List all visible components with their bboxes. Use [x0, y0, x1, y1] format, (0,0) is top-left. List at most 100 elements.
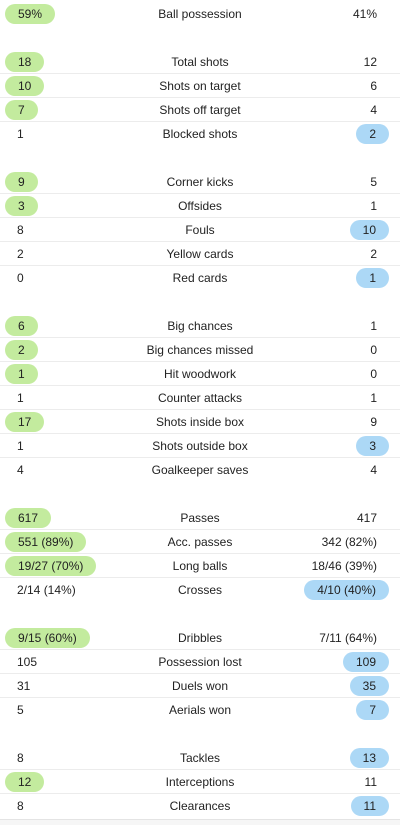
home-value-highlighted: 9 [5, 172, 38, 192]
stat-row: Goalkeeper saves 4 4 [0, 458, 400, 482]
stat-row: Shots on target 10 6 [0, 74, 400, 98]
stat-row: Ball possession 59% 41% [0, 2, 400, 26]
away-value-highlighted: 35 [349, 676, 389, 696]
away-value: 7/11 (64%) [319, 631, 377, 645]
home-value: 1 [17, 439, 24, 453]
away-value: 342 (82%) [321, 535, 377, 549]
stat-row: Shots off target 7 4 [0, 98, 400, 122]
stat-row: Big chances 6 1 [0, 314, 400, 338]
stat-label: Big chances missed [146, 343, 254, 357]
home-value-highlighted: 617 [5, 508, 52, 528]
away-value: 4 [370, 103, 377, 117]
stat-label: Clearances [169, 799, 231, 813]
stat-label: Yellow cards [166, 247, 234, 261]
away-value-highlighted: 10 [349, 220, 389, 240]
home-value: 31 [17, 679, 31, 693]
stat-label: Big chances [167, 319, 233, 333]
stat-row: Duels won 31 35 [0, 674, 400, 698]
stat-label: Acc. passes [167, 535, 233, 549]
away-value: 0 [370, 343, 377, 357]
stat-row: Total shots 18 12 [0, 50, 400, 74]
stat-group: Ball possession 59% 41% [0, 2, 400, 26]
stat-label: Shots on target [159, 79, 241, 93]
away-value: 5 [370, 175, 377, 189]
home-value-highlighted: 9/15 (60%) [5, 628, 90, 648]
group-spacer [0, 26, 400, 50]
home-value: 8 [17, 799, 24, 813]
stat-label: Counter attacks [157, 391, 243, 405]
stat-row: Counter attacks 1 1 [0, 386, 400, 410]
home-value-highlighted: 551 (89%) [5, 532, 87, 552]
stat-row: Yellow cards 2 2 [0, 242, 400, 266]
home-value: 8 [17, 751, 24, 765]
home-value: 2 [17, 247, 24, 261]
away-value: 417 [356, 511, 377, 525]
stat-label: Shots outside box [152, 439, 248, 453]
stat-row: Dribbles 9/15 (60%) 7/11 (64%) [0, 626, 400, 650]
away-value-highlighted: 13 [349, 748, 389, 768]
stat-label: Shots off target [159, 103, 241, 117]
away-value: 0 [370, 367, 377, 381]
stat-label: Ball possession [158, 7, 242, 21]
home-value-highlighted: 1 [5, 364, 38, 384]
stat-row: Shots inside box 17 9 [0, 410, 400, 434]
away-value: 12 [363, 55, 377, 69]
home-value-highlighted: 6 [5, 316, 38, 336]
home-value: 105 [17, 655, 38, 669]
stat-label: Fouls [185, 223, 215, 237]
away-value-highlighted: 11 [350, 796, 389, 816]
stat-row: Tackles 8 13 [0, 746, 400, 770]
bottom-divider [0, 819, 400, 825]
home-value: 1 [17, 127, 24, 141]
stat-label: Red cards [172, 271, 228, 285]
stat-label: Tackles [179, 751, 220, 765]
home-value-highlighted: 2 [5, 340, 38, 360]
home-value-highlighted: 3 [5, 196, 38, 216]
stat-label: Offsides [178, 199, 222, 213]
home-value: 5 [17, 703, 24, 717]
stat-label: Shots inside box [155, 415, 245, 429]
away-value-highlighted: 2 [356, 124, 389, 144]
stat-label: Passes [180, 511, 220, 525]
stat-row: Long balls 19/27 (70%) 18/46 (39%) [0, 554, 400, 578]
away-value-highlighted: 3 [356, 436, 389, 456]
home-value-highlighted: 19/27 (70%) [5, 556, 97, 576]
away-value: 9 [370, 415, 377, 429]
away-value: 18/46 (39%) [311, 559, 377, 573]
away-value: 2 [370, 247, 377, 261]
home-value-highlighted: 18 [5, 52, 45, 72]
stat-row: Passes 617 417 [0, 506, 400, 530]
stat-row: Aerials won 5 7 [0, 698, 400, 722]
home-value-highlighted: 10 [5, 76, 45, 96]
home-value: 1 [17, 391, 24, 405]
stat-group: Corner kicks 9 5 Offsides 3 1 Fouls 8 10 Yellow c… [0, 170, 400, 290]
away-value-highlighted: 109 [342, 652, 389, 672]
away-value: 1 [370, 319, 377, 333]
stat-label: Aerials won [168, 703, 232, 717]
stat-row: Crosses 2/14 (14%) 4/10 (40%) [0, 578, 400, 602]
stat-label: Total shots [171, 55, 229, 69]
stat-row: Big chances missed 2 0 [0, 338, 400, 362]
group-spacer [0, 146, 400, 170]
stat-row: Interceptions 12 11 [0, 770, 400, 794]
stat-label: Hit woodwork [163, 367, 237, 381]
stat-group: Big chances 6 1 Big chances missed 2 0 Hit woo… [0, 314, 400, 482]
away-value: 4 [370, 463, 377, 477]
stat-row: Fouls 8 10 [0, 218, 400, 242]
stat-group: Total shots 18 12 Shots on target 10 6 Shots o… [0, 50, 400, 146]
group-spacer [0, 602, 400, 626]
stat-row: Acc. passes 551 (89%) 342 (82%) [0, 530, 400, 554]
home-value-highlighted: 7 [5, 100, 38, 120]
stat-row: Possession lost 105 109 [0, 650, 400, 674]
away-value: 11 [364, 775, 377, 789]
group-spacer [0, 722, 400, 746]
stat-label: Interceptions [165, 775, 235, 789]
away-value-highlighted: 7 [356, 700, 389, 720]
home-value: 0 [17, 271, 24, 285]
home-value: 4 [17, 463, 24, 477]
home-value: 2/14 (14%) [17, 583, 76, 597]
away-value: 1 [370, 391, 377, 405]
stat-row: Red cards 0 1 [0, 266, 400, 290]
home-value-highlighted: 12 [5, 772, 45, 792]
